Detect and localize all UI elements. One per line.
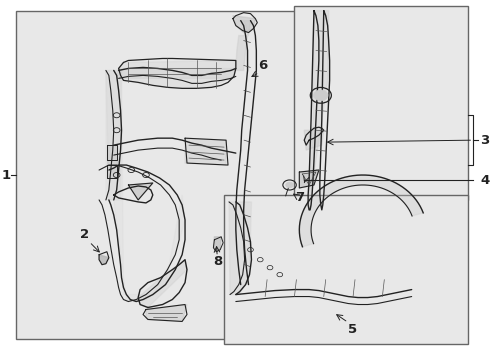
Polygon shape xyxy=(299,175,423,247)
Polygon shape xyxy=(308,11,329,210)
Polygon shape xyxy=(299,170,319,188)
Polygon shape xyxy=(185,138,226,165)
Polygon shape xyxy=(233,15,255,32)
Text: 8: 8 xyxy=(214,255,223,268)
Polygon shape xyxy=(138,260,187,307)
Text: 6: 6 xyxy=(259,59,268,72)
Polygon shape xyxy=(128,183,153,200)
Polygon shape xyxy=(99,255,109,265)
Polygon shape xyxy=(214,237,221,252)
Bar xyxy=(16,11,368,339)
Polygon shape xyxy=(236,21,250,71)
Polygon shape xyxy=(106,71,185,300)
Circle shape xyxy=(286,182,294,188)
Polygon shape xyxy=(119,60,236,88)
Text: 2: 2 xyxy=(80,228,89,241)
Text: 7: 7 xyxy=(295,192,304,204)
Bar xyxy=(224,195,468,345)
Text: 4: 4 xyxy=(480,174,490,186)
Polygon shape xyxy=(106,71,122,200)
Polygon shape xyxy=(304,130,324,150)
Polygon shape xyxy=(117,68,236,78)
Bar xyxy=(294,6,468,200)
Polygon shape xyxy=(107,145,117,178)
Text: 1: 1 xyxy=(1,168,11,181)
Polygon shape xyxy=(146,305,187,321)
Text: 3: 3 xyxy=(480,134,490,147)
Text: 5: 5 xyxy=(348,323,358,336)
Circle shape xyxy=(314,90,328,101)
Polygon shape xyxy=(229,202,251,294)
